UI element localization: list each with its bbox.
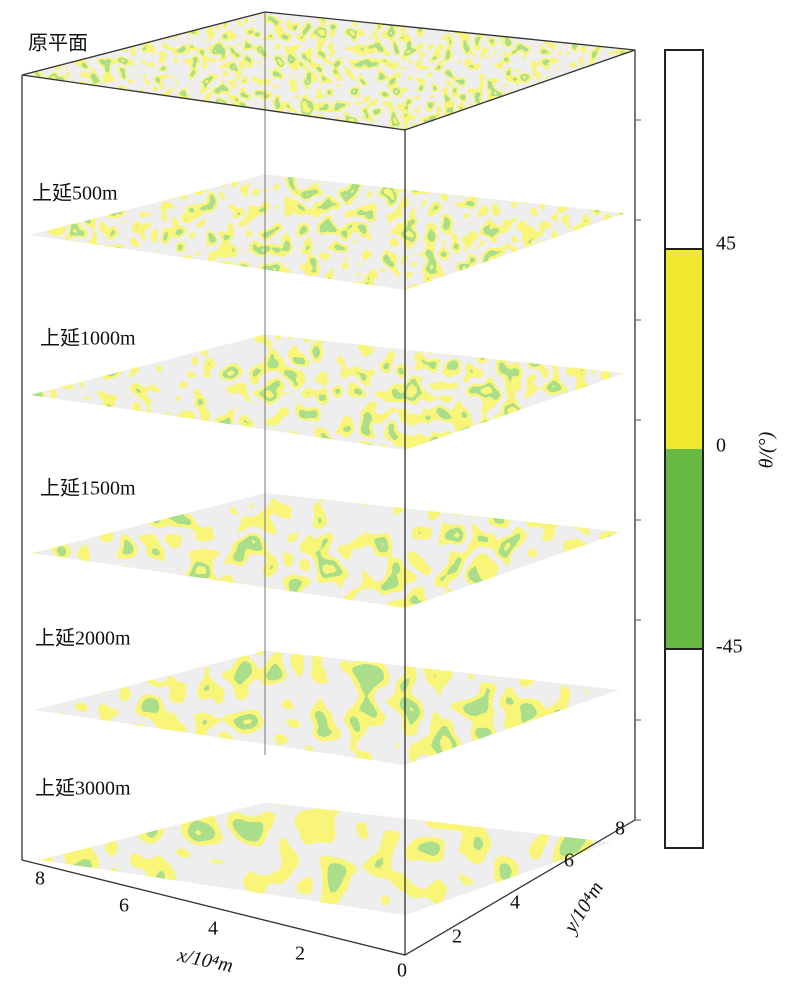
layer-label: 原平面: [28, 33, 88, 55]
x-axis-label: x/10⁴m: [175, 944, 235, 977]
y-tick-label: 4: [510, 892, 520, 914]
bottom-edge: [21, 819, 636, 956]
colorbar-band: [665, 249, 703, 449]
layer-label: 上延1500m: [40, 477, 136, 500]
slice: [34, 650, 620, 765]
colorbar-tick-label: -45: [716, 636, 743, 658]
slice: [40, 802, 612, 915]
x-tick-label: 4: [208, 918, 218, 940]
x-tick-label: 0: [397, 960, 407, 982]
layer-label: 上延2000m: [35, 627, 131, 650]
colorbar-tick-label: 45: [716, 233, 736, 255]
layer-label: 上延1000m: [40, 327, 136, 350]
box: [21, 11, 636, 956]
slice: [22, 12, 635, 130]
colorbar-tick-label: 0: [716, 435, 726, 457]
slice: [32, 493, 622, 608]
slice: [30, 334, 625, 450]
x-tick-label: 2: [295, 943, 305, 965]
colorbar-band: [665, 449, 703, 649]
colorbar-frame: [664, 49, 704, 849]
layer-label: 上延3000m: [35, 777, 131, 800]
colorbar-band: [665, 50, 703, 249]
layer-label: 上延500m: [32, 182, 118, 205]
colorbar: 45 0 -45 θ/(°): [664, 49, 778, 849]
slice: [30, 174, 625, 290]
top-edge: [21, 11, 636, 131]
colorbar-band: [665, 649, 703, 848]
depth-ticks: [635, 119, 641, 821]
colorbar-label: θ/(°): [756, 431, 778, 468]
y-tick-label: 6: [564, 850, 574, 872]
x-tick-label: 6: [119, 895, 129, 917]
x-tick-label: 8: [35, 868, 45, 890]
y-tick-label: 2: [452, 926, 462, 948]
layers: [22, 12, 635, 915]
y-tick-label: 8: [615, 818, 625, 840]
y-axis-label: y/10⁴m: [559, 878, 608, 939]
